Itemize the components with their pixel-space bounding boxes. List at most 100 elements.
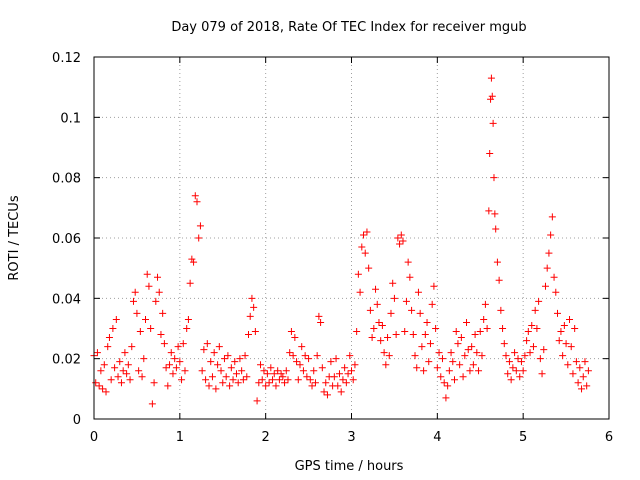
x-tick-label: 6 <box>605 430 613 445</box>
data-point <box>311 379 319 387</box>
data-point <box>234 379 242 387</box>
data-point <box>104 343 112 351</box>
data-point <box>569 370 577 378</box>
data-point <box>574 379 582 387</box>
data-point <box>523 337 531 345</box>
data-point <box>382 361 390 369</box>
data-point <box>485 207 493 215</box>
data-point <box>396 240 404 248</box>
data-point <box>342 379 350 387</box>
data-point <box>519 367 527 375</box>
data-point <box>356 288 364 296</box>
data-point <box>402 297 410 305</box>
data-point <box>490 174 498 182</box>
data-point <box>409 331 417 339</box>
data-point <box>571 325 579 332</box>
y-tick-label: 0.02 <box>52 353 81 368</box>
data-point <box>349 376 357 384</box>
x-tick-label: 4 <box>433 430 441 445</box>
data-point <box>116 358 124 366</box>
data-point <box>195 234 203 242</box>
data-point <box>555 337 563 345</box>
data-point <box>526 349 534 357</box>
data-point <box>313 352 321 360</box>
data-point <box>205 382 213 390</box>
data-point <box>191 192 199 200</box>
data-point <box>335 370 343 378</box>
data-point <box>557 328 565 336</box>
data-point <box>491 210 499 218</box>
data-point <box>305 355 313 363</box>
data-point <box>547 231 555 239</box>
data-point <box>154 273 162 281</box>
data-point <box>408 306 416 314</box>
data-point <box>390 294 398 302</box>
data-point <box>286 349 294 357</box>
data-point <box>361 249 369 257</box>
data-point <box>123 370 131 378</box>
data-point <box>559 352 567 360</box>
data-point <box>576 364 584 372</box>
data-point <box>464 346 472 354</box>
data-point <box>366 306 374 314</box>
data-point <box>126 376 134 384</box>
data-point <box>203 340 211 348</box>
data-point <box>456 361 464 369</box>
data-point <box>155 288 163 296</box>
data-point <box>512 367 520 375</box>
axis-tick-labels: 0 1 2 3 4 5 6 0 0.02 0.04 0.06 0.08 0.1 0.12 <box>52 51 613 445</box>
data-point <box>135 367 143 375</box>
data-point <box>207 358 215 366</box>
data-point <box>486 150 494 158</box>
data-point <box>176 358 184 366</box>
data-point <box>504 370 512 378</box>
x-tick-label: 0 <box>90 430 98 445</box>
data-point <box>487 95 495 103</box>
data-point <box>159 309 167 317</box>
data-point <box>420 367 428 375</box>
data-point <box>169 370 177 378</box>
data-point <box>502 352 510 360</box>
data-point <box>457 334 465 342</box>
data-point <box>566 315 574 323</box>
data-point <box>243 373 251 381</box>
data-point <box>142 315 149 323</box>
data-point <box>220 355 228 363</box>
data-point <box>214 361 222 369</box>
data-point <box>253 397 261 405</box>
data-point <box>535 297 543 305</box>
data-point <box>368 334 376 342</box>
data-point <box>545 249 553 257</box>
data-point <box>466 367 474 375</box>
data-point <box>488 92 496 100</box>
x-tick-label: 2 <box>262 430 270 445</box>
data-point <box>99 385 107 393</box>
data-point <box>138 373 146 381</box>
data-point <box>265 379 273 387</box>
data-point <box>341 364 349 372</box>
data-point <box>245 331 252 339</box>
data-point <box>489 119 497 127</box>
data-point <box>499 325 507 332</box>
chart-title: Day 079 of 2018, Rate Of TEC Index for r… <box>171 20 526 35</box>
data-point <box>306 376 314 384</box>
data-point <box>193 198 201 206</box>
data-point <box>425 358 433 366</box>
data-point <box>416 309 424 317</box>
data-point <box>107 376 115 384</box>
data-point <box>255 379 263 387</box>
data-point <box>399 237 407 245</box>
data-point <box>584 367 592 375</box>
data-point <box>444 382 452 390</box>
data-point <box>210 349 218 357</box>
data-point <box>564 361 572 369</box>
data-point <box>198 367 206 375</box>
data-point <box>172 364 180 372</box>
data-point <box>528 321 536 329</box>
data-point <box>219 379 227 387</box>
grid-lines <box>94 57 609 419</box>
data-point <box>548 213 556 221</box>
data-point <box>111 364 119 372</box>
data-point <box>348 367 355 375</box>
data-point <box>317 318 325 326</box>
